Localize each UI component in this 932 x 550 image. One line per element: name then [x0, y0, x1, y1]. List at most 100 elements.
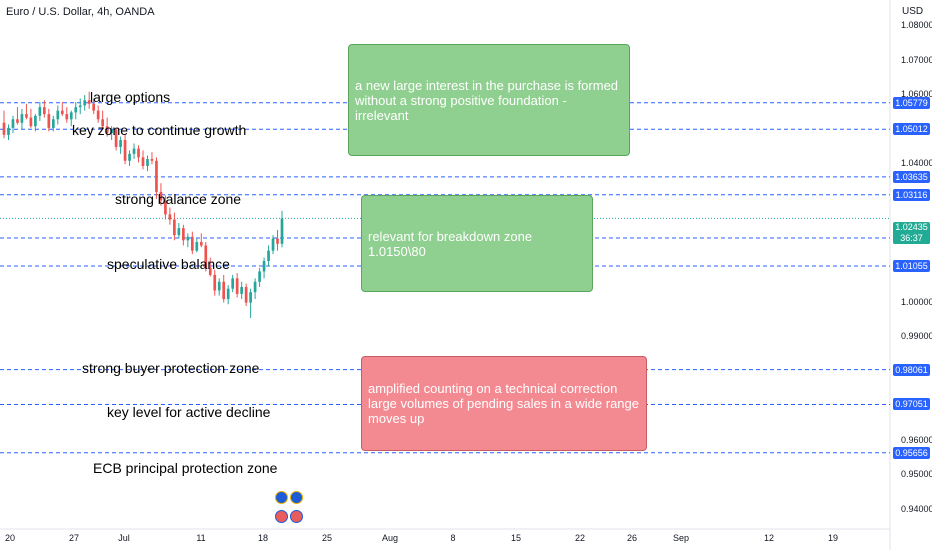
candle[interactable] [74, 101, 78, 120]
candle[interactable] [222, 274, 226, 303]
candle-body [217, 281, 221, 291]
candle-body [249, 292, 252, 303]
candle[interactable] [173, 212, 176, 241]
candle[interactable] [101, 110, 104, 130]
candle[interactable] [213, 269, 217, 296]
candle[interactable] [96, 105, 100, 123]
candle[interactable] [141, 150, 145, 170]
candle[interactable] [29, 108, 33, 128]
candle[interactable] [7, 124, 10, 141]
candle[interactable] [25, 103, 28, 120]
candle[interactable] [226, 285, 230, 305]
candle[interactable] [195, 238, 199, 253]
eu-event-icon[interactable] [290, 491, 303, 504]
candle[interactable] [231, 274, 235, 293]
y-tick-label: 0.99000 [901, 331, 932, 342]
candle[interactable] [47, 108, 51, 132]
candle-body [51, 119, 55, 128]
level-price-tag: 1.03116 [893, 188, 930, 201]
candle[interactable] [87, 91, 91, 109]
candle-body [96, 110, 100, 120]
candle[interactable] [11, 115, 15, 134]
candle[interactable] [186, 233, 190, 248]
candle[interactable] [267, 245, 270, 267]
us-event-icon[interactable] [290, 510, 303, 523]
candle[interactable] [78, 98, 82, 115]
candle-body [7, 127, 10, 135]
candle[interactable] [168, 207, 172, 225]
candle[interactable] [146, 155, 149, 172]
candle[interactable] [128, 150, 131, 166]
candle[interactable] [119, 136, 122, 154]
candle-body [56, 110, 60, 120]
candle[interactable] [177, 223, 181, 239]
event-icons-top[interactable] [275, 491, 305, 504]
candle[interactable] [83, 95, 87, 111]
candle[interactable] [280, 210, 284, 248]
candle-body [47, 114, 51, 128]
level-price-tag: 1.05779 [893, 96, 930, 109]
candle-body [258, 271, 261, 282]
candle[interactable] [258, 267, 261, 287]
candle[interactable] [110, 126, 113, 141]
candle[interactable] [92, 98, 96, 115]
candle[interactable] [132, 143, 136, 160]
candle[interactable] [204, 242, 208, 272]
candle[interactable] [240, 281, 243, 300]
note-box-technical-correction[interactable]: amplified counting on a technical correc… [361, 356, 647, 451]
candle[interactable] [69, 110, 73, 127]
candle[interactable] [164, 195, 167, 220]
candle[interactable] [123, 134, 127, 165]
candle[interactable] [20, 108, 24, 130]
candle[interactable] [276, 229, 279, 251]
note-box-breakdown-zone[interactable]: relevant for breakdown zone 1.0150\80 [361, 195, 593, 292]
candle-body [204, 245, 208, 268]
candle[interactable] [244, 283, 248, 306]
candle[interactable] [34, 114, 37, 132]
candle[interactable] [208, 257, 212, 277]
candle[interactable] [253, 278, 257, 300]
candle-body [222, 281, 226, 300]
candle[interactable] [105, 117, 109, 137]
candle-body [235, 278, 239, 294]
candle-body [226, 288, 230, 300]
note-box-irrelevant-interest[interactable]: a new large interest in the purchase is … [348, 44, 630, 156]
candle-body [11, 119, 15, 128]
candle-body [240, 286, 243, 294]
level-price-tag: 0.95656 [893, 446, 930, 459]
candle[interactable] [199, 233, 203, 248]
x-tick-label: 26 [626, 533, 638, 543]
candle[interactable] [182, 224, 185, 246]
annotation-strong-balance-zone: strong balance zone [115, 191, 242, 207]
candle[interactable] [16, 107, 19, 125]
candle[interactable] [155, 157, 158, 199]
x-tick-label: 25 [321, 533, 333, 543]
event-icons-bottom[interactable] [275, 510, 305, 523]
candle[interactable] [262, 257, 266, 279]
us-event-icon[interactable] [275, 510, 288, 523]
candle[interactable] [159, 183, 163, 206]
candle[interactable] [150, 152, 154, 165]
candle-body [78, 105, 82, 108]
annotation-key-zone-growth: key zone to continue growth [72, 122, 247, 138]
candle[interactable] [51, 115, 55, 132]
candle[interactable] [217, 278, 221, 296]
candle-body [34, 115, 37, 127]
candle[interactable] [38, 101, 42, 122]
candle[interactable] [235, 273, 239, 298]
candle[interactable] [43, 100, 46, 118]
candle[interactable] [114, 127, 118, 151]
candle[interactable] [137, 145, 140, 163]
candle[interactable] [60, 101, 64, 116]
candle[interactable] [249, 288, 252, 319]
candle[interactable] [271, 235, 275, 255]
candle-body [87, 100, 91, 104]
candle[interactable] [65, 107, 69, 123]
candle[interactable] [190, 231, 194, 255]
candle[interactable] [2, 110, 6, 139]
x-tick-label: Aug [381, 533, 399, 543]
candle-body [119, 140, 122, 147]
eu-event-icon[interactable] [275, 491, 288, 504]
candle[interactable] [56, 105, 60, 125]
